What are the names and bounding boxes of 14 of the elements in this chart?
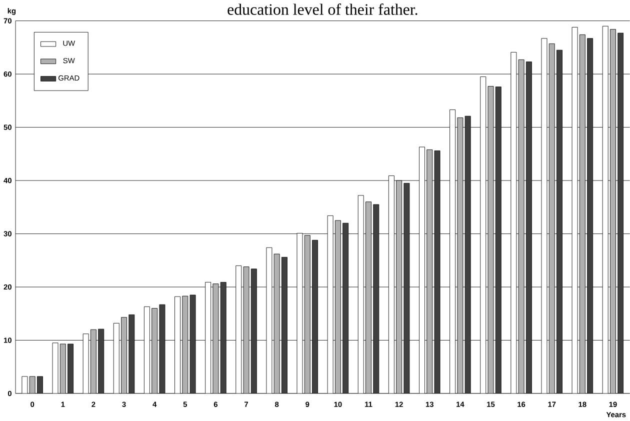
bar: [373, 204, 380, 394]
bar: [587, 38, 594, 394]
bar: [250, 268, 257, 394]
bar: [281, 257, 288, 394]
bar: [464, 116, 471, 394]
bar: [128, 314, 135, 394]
bar: [342, 223, 349, 394]
bar: [495, 86, 502, 394]
bar: [618, 32, 624, 394]
bar: [312, 240, 318, 394]
bar: [526, 62, 532, 394]
bar: [220, 282, 226, 394]
bar: [556, 50, 562, 394]
chart-title: education level of their father.: [228, 4, 418, 16]
